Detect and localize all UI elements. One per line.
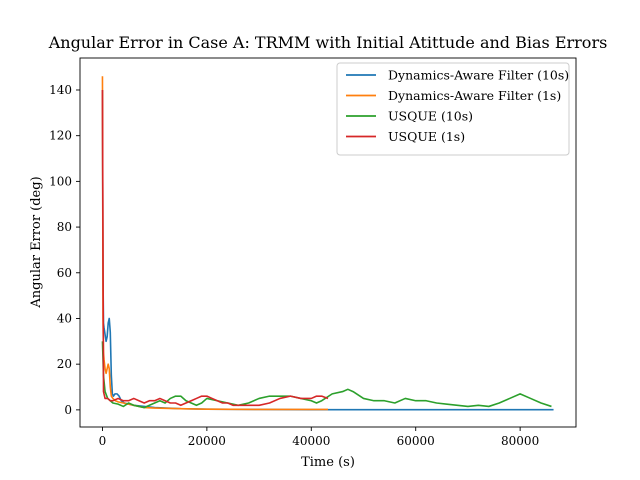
y-tick-label: 80 [57,220,72,234]
x-tick-label: 0 [99,434,107,448]
y-tick-label: 60 [57,266,72,280]
x-tick-label: 20000 [188,434,226,448]
y-tick-label: 40 [57,311,72,325]
chart-title: Angular Error in Case A: TRMM with Initi… [48,33,608,52]
x-tick-label: 60000 [397,434,435,448]
y-tick-label: 100 [49,174,72,188]
legend-label-2: USQUE (10s) [388,109,473,124]
series-layer [101,76,554,411]
y-tick-label: 0 [64,403,72,417]
x-tick-label: 80000 [501,434,539,448]
y-axis-label: Angular Error (deg) [29,176,44,308]
legend-box [336,62,570,156]
x-axis-ticks: 0 20000 40000 60000 80000 [99,427,539,448]
series-line-2 [101,341,552,409]
y-tick-label: 120 [49,129,72,143]
y-tick-label: 20 [57,357,72,371]
x-axis-label: Time (s) [301,455,355,470]
legend-label-0: Dynamics-Aware Filter (10s) [388,68,569,83]
y-tick-label: 140 [49,83,72,97]
legend-label-1: Dynamics-Aware Filter (1s) [388,88,561,103]
x-tick-label: 40000 [292,434,330,448]
series-line-3 [101,89,329,407]
legend-label-3: USQUE (1s) [388,129,465,144]
y-axis-ticks: 0 20 40 60 80 100 120 140 [49,83,80,417]
plot-frame [79,57,577,428]
legend: Dynamics-Aware Filter (10s) Dynamics-Awar… [336,62,570,156]
